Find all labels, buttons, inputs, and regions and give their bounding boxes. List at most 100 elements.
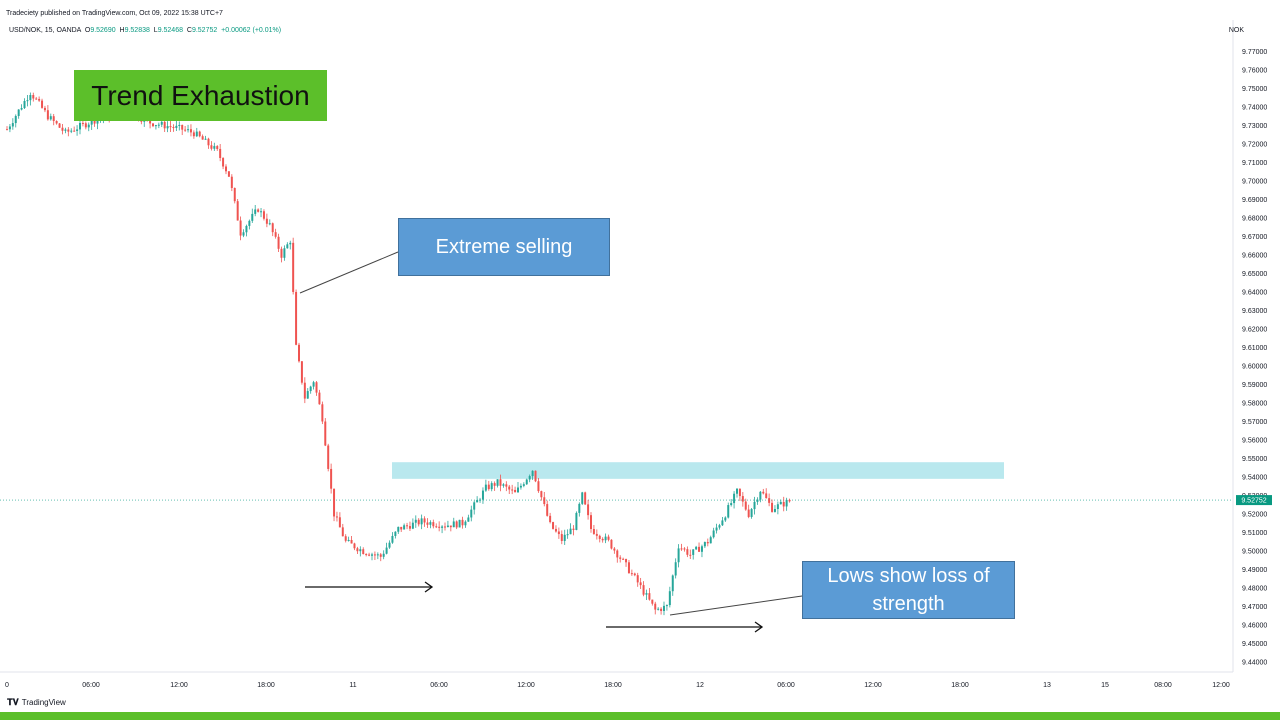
candle — [487, 480, 490, 491]
time-tick-label: 15 — [1101, 682, 1109, 689]
candle — [242, 229, 245, 238]
candle-body — [330, 468, 333, 489]
candle-body — [782, 501, 785, 507]
candle — [298, 342, 300, 363]
candle — [423, 516, 426, 527]
price-tick-label: 9.59000 — [1242, 382, 1267, 389]
candle-body — [481, 490, 484, 500]
candle — [604, 533, 607, 544]
candle-body — [327, 445, 330, 469]
candle-body — [295, 291, 298, 345]
price-tick-label: 9.76000 — [1242, 68, 1267, 75]
candle — [365, 553, 368, 557]
candle-body — [683, 548, 686, 550]
candle — [362, 547, 365, 555]
candle — [648, 587, 651, 601]
candle — [493, 481, 496, 491]
candle-body — [38, 98, 41, 101]
candle — [43, 105, 46, 113]
candle-body — [154, 125, 157, 127]
price-tick-label: 9.77000 — [1242, 49, 1267, 56]
candle — [207, 137, 210, 149]
price-tick-label: 9.72000 — [1242, 142, 1267, 149]
candle-body — [303, 382, 306, 399]
candle-body — [184, 129, 187, 131]
price-tick-label: 9.68000 — [1242, 216, 1267, 223]
candle-body — [93, 119, 96, 124]
candle — [222, 157, 225, 170]
candle-body — [251, 213, 254, 221]
candle-body — [738, 488, 741, 497]
candle — [46, 105, 49, 121]
candle — [420, 514, 423, 530]
candle — [771, 499, 774, 513]
candle-body — [300, 361, 303, 383]
candle-body — [181, 124, 184, 130]
extreme-selling-text: Extreme selling — [435, 235, 573, 258]
candle-body — [651, 599, 654, 604]
candle — [286, 242, 289, 249]
candle — [70, 128, 73, 134]
candle-body — [29, 95, 32, 101]
candle-body — [435, 526, 438, 528]
candle — [73, 126, 76, 132]
candle-body — [698, 546, 701, 552]
candle — [87, 122, 90, 132]
candle — [505, 481, 508, 492]
candle-body — [236, 201, 239, 221]
candle-body — [70, 130, 73, 132]
candle — [674, 558, 677, 579]
candle — [309, 385, 312, 394]
candle-body — [668, 591, 671, 606]
candle — [289, 240, 292, 250]
candle — [84, 121, 87, 130]
candle — [776, 501, 779, 515]
candle-body — [257, 209, 260, 212]
candle — [782, 496, 785, 512]
candle — [584, 491, 587, 506]
candle-body — [674, 562, 677, 576]
candle-body — [660, 608, 663, 612]
candle — [706, 538, 709, 547]
candle — [397, 526, 400, 534]
candle-body — [365, 554, 368, 556]
candle — [353, 542, 356, 551]
tradingview-brand[interactable]: 𝐓𝐕 TradingView — [7, 697, 66, 708]
candle — [236, 198, 239, 221]
candle — [616, 549, 619, 563]
candle-body — [26, 100, 29, 102]
candle — [187, 124, 190, 133]
brand-name: TradingView — [21, 698, 66, 707]
candle — [736, 488, 738, 498]
candle-body — [487, 484, 490, 490]
candle — [429, 520, 432, 529]
candle — [29, 92, 32, 106]
candle-body — [306, 391, 309, 399]
candle-body — [187, 129, 190, 131]
candle — [379, 552, 382, 562]
candle — [610, 539, 613, 550]
candle — [175, 120, 178, 131]
candle — [321, 401, 324, 425]
candle — [625, 558, 628, 567]
candle-body — [341, 527, 344, 537]
candle — [677, 544, 680, 568]
price-tick-label: 9.65000 — [1242, 271, 1267, 278]
candle-body — [665, 605, 668, 607]
candle — [260, 207, 263, 218]
candle — [295, 289, 298, 346]
candle — [581, 491, 584, 506]
candle-body — [587, 504, 590, 516]
symbol-legend[interactable]: USD/NOK, 15, OANDA O9.52690 H9.52838 L9.… — [9, 27, 281, 34]
candle-body — [502, 484, 505, 486]
published-caption: Tradeciety published on TradingView.com,… — [6, 10, 223, 17]
currency-label: NOK — [1228, 27, 1244, 34]
candle-body — [315, 382, 318, 393]
time-tick-label: 0 — [5, 682, 9, 689]
candle-body — [765, 493, 768, 499]
candle — [152, 123, 154, 128]
candle-body — [298, 344, 300, 362]
candle — [306, 388, 309, 399]
candle — [508, 484, 511, 494]
